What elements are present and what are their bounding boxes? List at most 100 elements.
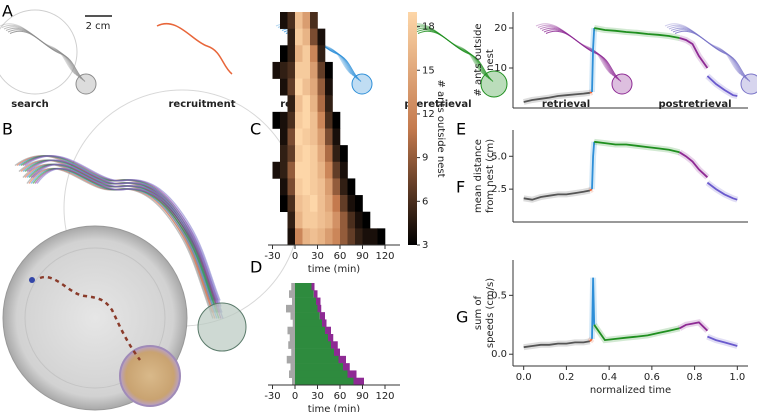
heat-cell	[302, 45, 311, 63]
x-tick-label: 1.0	[729, 372, 745, 383]
x-axis-label: time (min)	[308, 404, 361, 412]
colorbar-label: # ants outside nest	[435, 80, 446, 178]
heat-cell	[295, 28, 303, 46]
trajectory	[417, 30, 494, 82]
heat-cell	[287, 111, 296, 129]
heat-cell	[310, 128, 318, 146]
heat-cell	[325, 95, 333, 113]
x-tick-label: 0.4	[601, 372, 617, 383]
heat-cell	[325, 195, 333, 213]
heat-cell	[295, 228, 303, 246]
x-axis-label: time (min)	[308, 264, 361, 275]
nest	[197, 302, 247, 352]
heat-cell	[310, 78, 318, 96]
panel-label: A	[2, 2, 13, 21]
x-tick-label: 90	[356, 251, 369, 262]
trajectory	[537, 24, 614, 76]
heat-cell	[332, 178, 341, 196]
heat-cell	[295, 45, 303, 63]
heat-cell	[340, 195, 348, 213]
heat-cell	[355, 211, 363, 229]
bar-segment	[322, 319, 327, 328]
trajectory	[413, 27, 490, 79]
heat-cell	[317, 28, 326, 46]
x-tick-label: -30	[264, 391, 280, 402]
heat-cell	[310, 45, 318, 63]
trajectory	[156, 23, 233, 75]
heat-cell	[295, 178, 303, 196]
bar-segment	[338, 355, 346, 364]
line	[679, 321, 709, 332]
bar-segment	[292, 377, 295, 386]
line	[591, 141, 596, 190]
heat-cell	[295, 61, 303, 79]
line-band	[591, 323, 681, 344]
heat-cell	[295, 111, 303, 129]
heat-cell	[332, 128, 341, 146]
heat-cell	[302, 161, 311, 179]
heat-cell	[317, 228, 326, 246]
x-tick-label: -30	[264, 251, 280, 262]
heat-cell	[302, 61, 311, 79]
bar-segment	[334, 348, 340, 357]
heat-cell	[287, 195, 296, 213]
bar-segment	[295, 319, 322, 328]
nest-sketch	[351, 73, 373, 95]
line	[706, 181, 738, 201]
trajectory	[407, 23, 484, 75]
bar-segment	[295, 341, 331, 349]
heat-cell	[280, 195, 288, 213]
y-tick-label: 20	[494, 23, 507, 34]
heat-cell	[377, 228, 386, 246]
heat-cell	[310, 111, 318, 129]
heat-cell	[280, 12, 288, 29]
bar-segment	[313, 290, 318, 298]
trajectory	[32, 163, 223, 313]
heat-cell	[332, 211, 341, 229]
heat-cell	[287, 161, 296, 179]
line	[593, 324, 680, 342]
heat-cell	[287, 211, 296, 229]
heat-cell	[340, 145, 348, 163]
line	[589, 188, 593, 192]
y-axis-label: sum of	[473, 295, 484, 330]
trajectory	[9, 30, 86, 82]
panel-label: F	[456, 178, 465, 197]
panel-label: C	[250, 120, 261, 139]
heat-cell	[325, 128, 333, 146]
heat-cell	[310, 28, 318, 46]
heat-cell	[310, 61, 318, 79]
nest-sketch	[480, 70, 508, 98]
bar-segment	[295, 290, 314, 298]
heat-cell	[310, 211, 318, 229]
heat-cell	[302, 228, 311, 246]
heat-cell	[295, 95, 303, 113]
bar-segment	[290, 312, 295, 320]
bar-segment	[287, 326, 295, 335]
trajectory	[541, 27, 618, 79]
heat-cell	[302, 12, 311, 29]
heat-cell	[355, 228, 363, 246]
y-tick-label: 0.0	[491, 349, 507, 360]
heat-cell	[310, 178, 318, 196]
bar-segment	[295, 377, 354, 386]
phase-trajectories	[0, 9, 757, 98]
heat-cell	[280, 128, 288, 146]
trajectory	[674, 30, 751, 82]
trajectory	[668, 26, 745, 78]
trajectory	[24, 155, 221, 301]
photo-bait	[29, 277, 35, 283]
line	[707, 335, 738, 347]
heat-cell	[302, 78, 311, 96]
heat-cell	[347, 195, 356, 213]
heat-cell	[302, 28, 311, 46]
photo-ants	[39, 275, 142, 361]
heat-cell	[325, 161, 333, 179]
trajectory	[0, 23, 76, 75]
colorbar-tick-label: 9	[422, 153, 428, 164]
trajectory	[664, 23, 741, 75]
phase-label: search	[11, 99, 48, 110]
trajectory	[543, 29, 620, 81]
heat-cell	[302, 145, 311, 163]
